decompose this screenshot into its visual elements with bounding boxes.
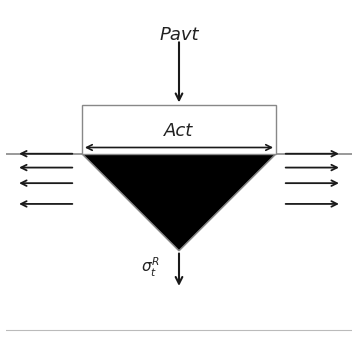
Polygon shape: [82, 105, 276, 154]
Polygon shape: [82, 154, 276, 251]
Text: Pavt: Pavt: [159, 25, 199, 44]
Text: Act: Act: [164, 122, 194, 140]
Text: $\sigma_t^R$: $\sigma_t^R$: [141, 256, 160, 279]
